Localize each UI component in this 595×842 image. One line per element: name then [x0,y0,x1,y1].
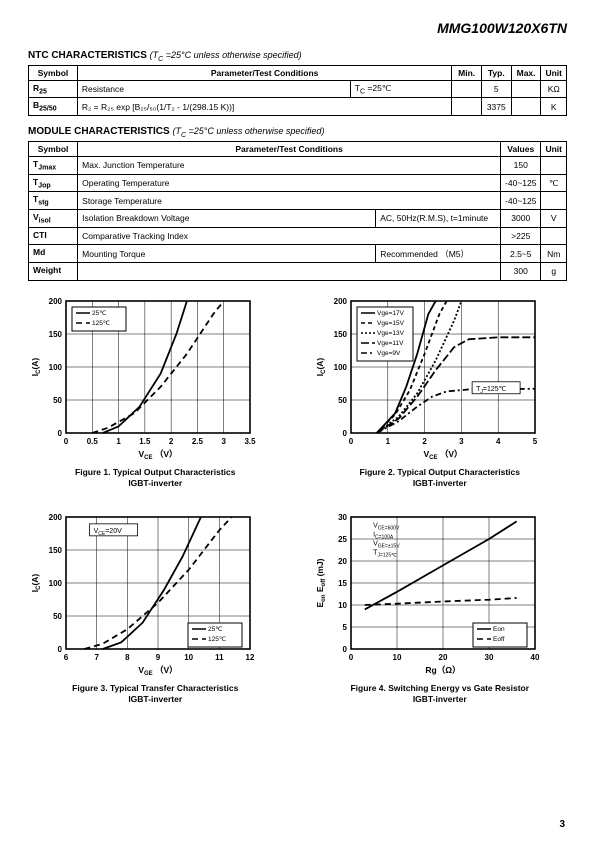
charts-grid: 00.511.522.533.505010015020025℃125℃VCE （… [28,291,567,705]
svg-text:Vge=13V: Vge=13V [377,330,405,337]
svg-text:Eon: Eon [493,626,505,633]
svg-text:10: 10 [392,653,401,662]
module-title-text: MODULE CHARACTERISTICS [28,126,170,137]
svg-text:100: 100 [49,363,63,372]
svg-text:20: 20 [438,653,447,662]
svg-text:150: 150 [333,330,347,339]
chart-caption-2: Figure 2. Typical Output Characteristics… [313,467,568,489]
svg-text:TJ=125℃: TJ=125℃ [373,549,397,558]
svg-text:11: 11 [215,653,224,662]
svg-text:Eoff: Eoff [493,636,505,643]
svg-text:0: 0 [348,437,353,446]
module-title: MODULE CHARACTERISTICS (TC =25°C unless … [28,126,567,139]
svg-text:200: 200 [333,297,347,306]
chart-container-2: 012345050100150200Vge=17VVge=15VVge=13VV… [313,291,568,489]
svg-text:IC(A): IC(A) [30,357,42,376]
svg-text:VCE=600V: VCE=600V [373,522,400,531]
svg-text:150: 150 [49,546,63,555]
svg-text:40: 40 [530,653,539,662]
svg-text:0: 0 [58,429,63,438]
ntc-cond: (TC =25°C unless otherwise specified) [150,50,302,60]
svg-text:5: 5 [532,437,537,446]
chart-1: 0 0.5 1 1.5 2 2.5 3 3.5 0 50 100 150 200 25℃ 125℃ VCE （… [28,291,258,461]
svg-text:1: 1 [385,437,390,446]
chart-container-3: 678910111205010015020025℃125℃VCE=20VVGE … [28,507,283,705]
svg-text:150: 150 [49,330,63,339]
svg-text:10: 10 [338,601,347,610]
svg-text:0: 0 [64,437,69,446]
svg-text:0: 0 [342,429,347,438]
module-table: SymbolParameter/Test ConditionsValuesUni… [28,141,567,281]
svg-text:IC(A): IC(A) [30,573,42,592]
svg-text:1: 1 [116,437,121,446]
svg-text:5: 5 [342,623,347,632]
chart-caption-4: Figure 4. Switching Energy vs Gate Resis… [313,683,568,705]
svg-text:0.5: 0.5 [87,437,99,446]
svg-text:Rg（Ω）: Rg（Ω） [425,665,460,675]
svg-text:50: 50 [53,612,62,621]
svg-text:125℃: 125℃ [92,320,111,327]
chart-4: 0 10 20 30 40 0 5 10 15 20 25 30 Eon Eoff VCE=600VIC=1… [313,507,543,677]
svg-text:IC=100A: IC=100A [373,531,394,540]
svg-text:7: 7 [94,653,99,662]
svg-text:30: 30 [484,653,493,662]
svg-text:100: 100 [49,579,63,588]
svg-text:VGE （V）: VGE （V） [138,665,177,677]
chart-container-1: 0 0.5 1 1.5 2 2.5 3 3.5 0 50 100 150 200 25℃ 125℃ VCE （… [28,291,283,489]
svg-text:20: 20 [338,557,347,566]
ntc-title-text: NTC CHARACTERISTICS [28,50,147,61]
svg-text:2: 2 [169,437,174,446]
svg-text:125℃: 125℃ [208,636,227,643]
svg-text:2.5: 2.5 [192,437,204,446]
svg-text:Vge=11V: Vge=11V [377,340,404,347]
part-number: MMG100W120X6TN [28,20,567,36]
chart-2: 012345050100150200Vge=17VVge=15VVge=13VV… [313,291,543,461]
page-number: 3 [559,819,565,830]
svg-text:0: 0 [348,653,353,662]
svg-text:12: 12 [246,653,255,662]
module-cond: (TC =25°C unless otherwise specified) [172,126,324,136]
svg-text:9: 9 [156,653,161,662]
svg-text:6: 6 [64,653,69,662]
svg-text:Vge=17V: Vge=17V [377,310,405,317]
svg-text:1.5: 1.5 [139,437,151,446]
svg-text:30: 30 [338,513,347,522]
svg-text:50: 50 [53,396,62,405]
svg-text:200: 200 [49,297,63,306]
svg-text:200: 200 [49,513,63,522]
svg-text:3: 3 [459,437,464,446]
svg-text:Vge=15V: Vge=15V [377,320,405,327]
svg-text:0: 0 [342,645,347,654]
chart-caption-3: Figure 3. Typical Transfer Characteristi… [28,683,283,705]
svg-text:100: 100 [333,363,347,372]
svg-text:3.5: 3.5 [244,437,256,446]
svg-text:3: 3 [221,437,226,446]
ntc-table: SymbolParameter/Test ConditionsMin.Typ.M… [28,65,567,116]
svg-text:0: 0 [58,645,63,654]
svg-text:25℃: 25℃ [92,310,107,317]
svg-text:4: 4 [495,437,500,446]
chart-caption-1: Figure 1. Typical Output Characteristics… [28,467,283,489]
svg-text:VCE （V）: VCE （V） [138,449,177,461]
svg-text:25℃: 25℃ [208,626,223,633]
svg-text:VCE （V）: VCE （V） [423,449,462,461]
svg-text:Vge=9V: Vge=9V [377,350,401,357]
svg-text:50: 50 [338,396,347,405]
svg-text:15: 15 [338,579,347,588]
chart-container-4: 0 10 20 30 40 0 5 10 15 20 25 30 Eon Eoff VCE=600VIC=1… [313,507,568,705]
svg-text:2: 2 [422,437,427,446]
svg-text:VGE=±15V: VGE=±15V [373,540,400,549]
svg-text:10: 10 [184,653,193,662]
chart-3: 678910111205010015020025℃125℃VCE=20VVGE … [28,507,258,677]
ntc-title: NTC CHARACTERISTICS (TC =25°C unless oth… [28,50,567,63]
svg-text:25: 25 [338,535,347,544]
svg-text:Eon Eoff (mJ): Eon Eoff (mJ) [315,558,327,607]
svg-text:8: 8 [125,653,130,662]
svg-text:IC(A): IC(A) [315,357,327,376]
